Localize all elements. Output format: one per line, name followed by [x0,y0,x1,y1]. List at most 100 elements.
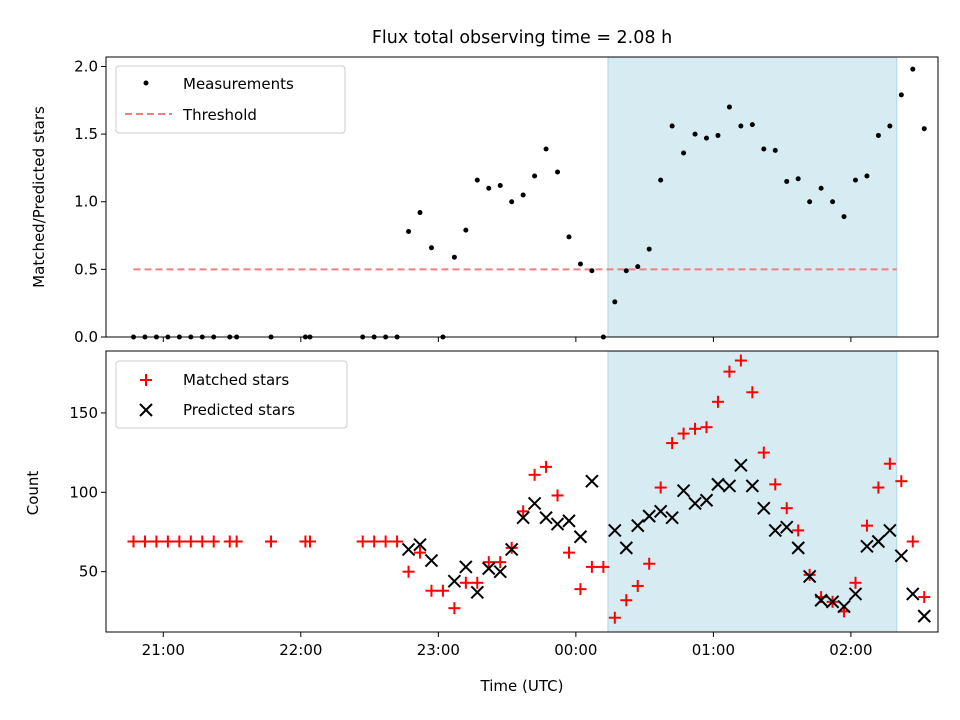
predicted-star-point [401,542,416,557]
measurement-point [463,227,469,233]
matched-star-point [769,478,782,491]
predicted-star-point [894,549,909,563]
matched-star-point [379,535,392,548]
measurement-point [852,177,858,183]
matched-star-point [792,524,805,537]
x-tick-label: 21:00 [142,641,185,659]
predicted-star-point [585,474,599,488]
matched-star-point [184,535,197,548]
measurement-point [692,131,698,137]
matched-star-point [505,541,518,554]
matched-star-point [757,446,770,459]
measurement-point [921,126,927,132]
predicted-star-point [665,510,679,525]
matched-star-point [780,502,793,515]
predicted-star-point [711,477,725,492]
legend-matched-label: Matched stars [183,371,289,389]
measurement-point [543,146,549,152]
measurement-point [623,268,629,274]
predicted-star-point [527,496,542,511]
predicted-star-point [562,514,576,528]
measurement-point [772,147,778,153]
measurement-point [428,245,434,251]
predicted-star-point [780,520,794,534]
matched-star-point [459,576,472,589]
matched-star-point [448,602,461,615]
matched-star-point [872,481,885,494]
matched-star-point [494,556,507,569]
measurement-point [795,176,801,182]
predicted-star-point [459,560,473,574]
matched-star-point [368,535,381,548]
x-tick-label: 23:00 [417,641,460,659]
predicted-star-point [688,496,702,511]
predicted-star-point [447,574,462,588]
matched-star-point [860,519,873,532]
matched-star-point [391,535,404,548]
matched-star-point [711,395,724,408]
measurement-point [577,261,583,267]
matched-star-point [517,505,530,518]
predicted-star-point [837,599,851,614]
measurement-point [635,264,641,270]
matched-star-point [723,365,736,378]
counts-y-axis-label: Count [24,471,42,516]
measurement-point [406,228,412,234]
measurement-point [841,214,847,220]
measurement-point [738,123,744,129]
x-tick-label: 00:00 [554,641,597,659]
measurements-y-axis-label: Matched/Predicted stars [30,106,48,288]
measurement-point [898,92,904,98]
predicted-star-point [493,564,507,579]
matched-star-point [230,535,243,548]
measurement-point [715,132,721,138]
legend-predicted-label: Predicted stars [183,401,295,419]
predicted-star-point [917,609,931,623]
measurements-points [131,66,927,340]
predicted-star-point [550,517,565,531]
x-tick-label: 22:00 [279,641,322,659]
matched-star-point [436,584,449,597]
matched-star-point [551,489,564,502]
matched-star-point [849,576,862,589]
matched-star-point [643,557,656,570]
matched-star-point [620,594,633,607]
measurement-point [451,254,457,260]
predicted-star-point [906,587,920,601]
y-tick-label: 0.5 [74,260,98,278]
predicted-star-point [653,504,668,519]
legend-frame [115,65,346,134]
matched-star-point [303,535,316,548]
measurement-point [669,123,675,129]
figure-title: Flux total observing time = 2.08 h [372,28,672,48]
measurement-point [887,123,893,129]
matched-star-point [138,535,151,548]
y-tick-label: 1.5 [74,125,98,143]
counts-yticks: 50 100 150 [69,404,106,581]
y-tick-label: 100 [69,483,98,501]
matched-star-point [906,535,919,548]
measurement-point [761,146,767,152]
measurement-point [658,177,664,183]
measurement-point [474,177,480,183]
measurements-panel: 0.00.51.01.52.0 Matched/Predicted stars … [30,56,939,346]
predicted-star-point [504,542,519,557]
y-tick-label: 1.0 [74,193,98,211]
predicted-star-point [802,569,817,584]
legend-measurement-marker [143,80,149,86]
predicted-star-point [791,541,805,555]
predicted-star-point [699,493,714,507]
matched-star-point [471,576,484,589]
measurement-point [520,192,526,198]
matched-star-point [746,386,759,399]
predicted-star-point [871,534,886,549]
measurement-point [704,135,710,141]
predicted-star-point [848,587,863,601]
matched-star-point [207,535,220,548]
matched-star-point [608,611,621,624]
matched-star-point [895,475,908,488]
matched-star-point [803,568,816,581]
predicted-star-point [424,553,439,568]
measurements-plot-frame [105,56,939,338]
